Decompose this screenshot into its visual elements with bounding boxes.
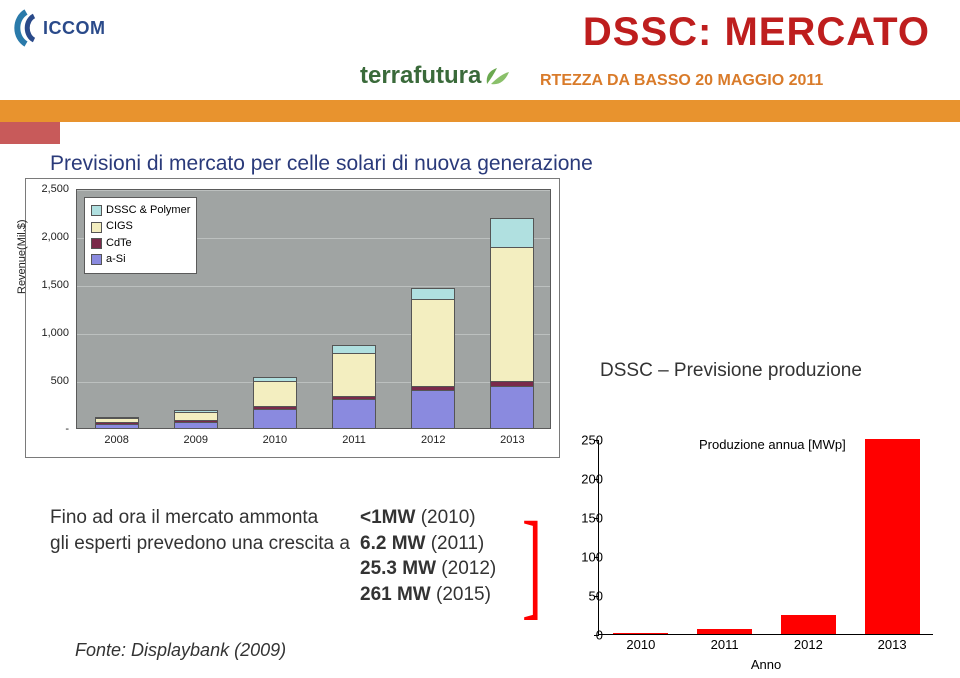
stacked-xtick: 2011 xyxy=(342,434,366,446)
stacked-xtick: 2012 xyxy=(421,434,445,446)
red-ytick: 100 xyxy=(581,550,603,565)
legend-item: DSSC & Polymer xyxy=(91,203,190,218)
stacked-segment xyxy=(253,409,297,428)
mw-list: <1MW (2010)6.2 MW (2011)25.3 MW (2012)26… xyxy=(360,505,496,608)
stacked-segment xyxy=(174,422,218,428)
stacked-ytick: 1,500 xyxy=(41,279,69,291)
stacked-segment xyxy=(411,299,455,385)
stacked-ytick: 500 xyxy=(51,375,69,387)
mw-item: 25.3 MW (2012) xyxy=(360,556,496,582)
text-fino-line1: Fino ad ora il mercato ammonta xyxy=(50,505,350,531)
dssc-forecast-label: DSSC – Previsione produzione xyxy=(600,360,862,382)
red-ytick: 0 xyxy=(596,628,603,643)
red-series-label: Produzione annua [MWp] xyxy=(699,437,846,452)
stacked-ytick: 2,500 xyxy=(41,183,69,195)
stacked-bar-chart: Revenue(Mil.$) 200820092010201120122013 … xyxy=(25,178,560,458)
orange-divider xyxy=(0,100,960,122)
stacked-segment xyxy=(490,247,534,381)
red-bar xyxy=(865,439,920,634)
red-xtick: 2012 xyxy=(794,637,823,652)
red-ytick: 150 xyxy=(581,511,603,526)
iccom-logo-text: ICCOM xyxy=(43,18,106,39)
red-xtick: 2010 xyxy=(626,637,655,652)
mw-item: 261 MW (2015) xyxy=(360,582,496,608)
stacked-ytick: - xyxy=(65,423,69,435)
red-xtick: 2011 xyxy=(711,637,739,652)
stacked-xtick: 2013 xyxy=(500,434,524,446)
iccom-logo: ICCOM xyxy=(12,8,106,48)
stacked-segment xyxy=(490,386,534,428)
stacked-segment xyxy=(332,353,376,396)
stacked-xtick: 2008 xyxy=(104,434,128,446)
stacked-segment xyxy=(332,345,376,353)
stacked-segment xyxy=(95,424,139,428)
red-bar xyxy=(781,615,836,635)
stacked-segment xyxy=(411,390,455,428)
legend-item: CIGS xyxy=(91,219,190,234)
mw-item: 6.2 MW (2011) xyxy=(360,531,496,557)
accent-block xyxy=(0,122,60,144)
stacked-segment xyxy=(332,399,376,428)
red-ytick: 50 xyxy=(589,589,603,604)
text-fino-line2: gli esperti prevedono una crescita a xyxy=(50,531,350,557)
stacked-segment xyxy=(174,412,218,420)
stacked-segment xyxy=(490,218,534,247)
red-bracket: ] xyxy=(522,495,542,633)
legend-item: CdTe xyxy=(91,236,190,251)
stacked-xtick: 2010 xyxy=(263,434,287,446)
red-bar xyxy=(613,633,668,634)
stacked-ylabel: Revenue(Mil.$) xyxy=(16,219,28,294)
red-bar xyxy=(697,629,752,634)
terrafutura-logo: terrafutura xyxy=(360,62,513,90)
stacked-legend: DSSC & PolymerCIGS CdTea-Si xyxy=(84,197,197,274)
red-xlabel: Anno xyxy=(751,657,781,672)
terrafutura-text: terrafutura xyxy=(360,62,481,90)
leaf-icon xyxy=(483,64,513,88)
legend-item: a-Si xyxy=(91,252,190,267)
iccom-arc-icon xyxy=(12,8,46,48)
stacked-segment xyxy=(253,381,297,406)
slide-title: DSSC: MERCATO xyxy=(583,10,930,55)
event-subtitle: RTEZZA DA BASSO 20 MAGGIO 2011 xyxy=(540,72,823,90)
section-title: Previsioni di mercato per celle solari d… xyxy=(50,152,593,176)
stacked-xtick: 2009 xyxy=(184,434,208,446)
text-fino: Fino ad ora il mercato ammonta gli esper… xyxy=(50,505,350,556)
red-ytick: 200 xyxy=(581,472,603,487)
stacked-segment xyxy=(411,288,455,300)
stacked-ytick: 2,000 xyxy=(41,231,69,243)
red-plot: Produzione annua [MWp] Anno 201020112012… xyxy=(598,440,933,635)
mw-item: <1MW (2010) xyxy=(360,505,496,531)
red-ytick: 250 xyxy=(581,433,603,448)
stacked-ytick: 1,000 xyxy=(41,327,69,339)
red-bar-chart: Produzione annua [MWp] Anno 201020112012… xyxy=(548,430,948,665)
source-citation: Fonte: Displaybank (2009) xyxy=(75,640,286,661)
red-xtick: 2013 xyxy=(878,637,907,652)
